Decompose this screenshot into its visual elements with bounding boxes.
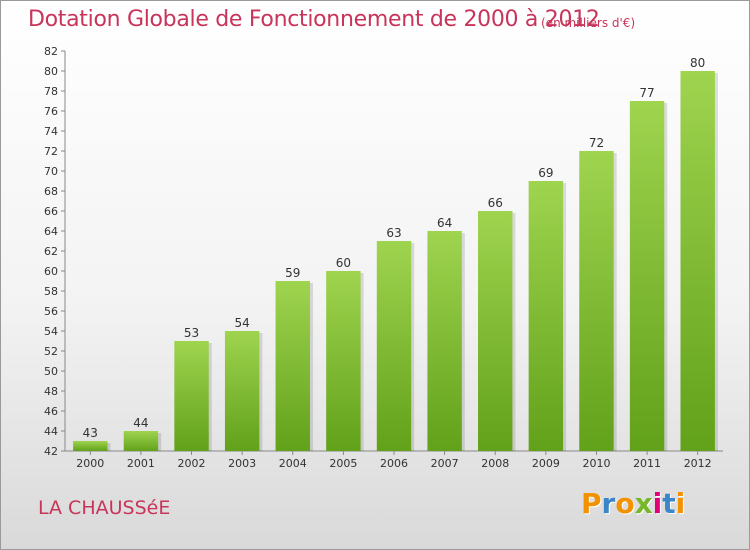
y-tick-label: 64 bbox=[44, 225, 58, 238]
logo-letter: i bbox=[675, 487, 686, 520]
bars: 43 44 53 54 59 60 63 64 66 69 72 77 80 bbox=[73, 56, 718, 451]
bar bbox=[73, 441, 108, 451]
data-label: 44 bbox=[133, 416, 148, 430]
y-tick-label: 46 bbox=[44, 405, 58, 418]
proxiti-logo: Proxiti bbox=[581, 487, 685, 520]
y-tick-label: 56 bbox=[44, 305, 58, 318]
data-label: 66 bbox=[488, 196, 503, 210]
y-tick-label: 76 bbox=[44, 105, 58, 118]
y-tick-label: 72 bbox=[44, 145, 58, 158]
y-tick-label: 50 bbox=[44, 365, 58, 378]
y-tick-label: 68 bbox=[44, 185, 58, 198]
y-tick-label: 44 bbox=[44, 425, 58, 438]
y-tick-label: 70 bbox=[44, 165, 58, 178]
axes: 42 44 46 48 50 52 54 56 58 60 62 64 66 68 70 72 74 76 78 80… bbox=[44, 45, 723, 470]
data-label: 77 bbox=[639, 86, 654, 100]
bar bbox=[123, 431, 159, 451]
data-label: 80 bbox=[690, 56, 705, 70]
bar bbox=[174, 341, 209, 451]
bar bbox=[478, 211, 513, 451]
x-tick-label: 2003 bbox=[228, 457, 256, 470]
logo-letter: r bbox=[601, 487, 616, 520]
x-tick-label: 2001 bbox=[127, 457, 155, 470]
bar bbox=[326, 271, 361, 451]
x-tick-label: 2008 bbox=[481, 457, 509, 470]
y-tick-label: 78 bbox=[44, 85, 58, 98]
bar bbox=[528, 181, 564, 451]
logo-letter: i bbox=[652, 487, 663, 520]
chart-subtitle: (en milliers d'€) bbox=[541, 16, 636, 30]
commune-name: LA CHAUSSéE bbox=[38, 497, 171, 519]
logo-letter: o bbox=[615, 487, 635, 520]
data-label: 64 bbox=[437, 216, 452, 230]
data-label: 43 bbox=[83, 426, 98, 440]
bar bbox=[579, 151, 614, 451]
x-tick-label: 2000 bbox=[76, 457, 104, 470]
x-tick-label: 2009 bbox=[532, 457, 560, 470]
data-label: 72 bbox=[589, 136, 604, 150]
bar bbox=[224, 331, 260, 451]
data-label: 53 bbox=[184, 326, 199, 340]
data-label: 59 bbox=[285, 266, 300, 280]
data-label: 60 bbox=[336, 256, 351, 270]
x-tick-label: 2004 bbox=[279, 457, 307, 470]
y-tick-label: 58 bbox=[44, 285, 58, 298]
bar bbox=[427, 231, 462, 451]
data-label: 54 bbox=[235, 316, 250, 330]
bar bbox=[680, 71, 715, 451]
x-tick-label: 2007 bbox=[431, 457, 459, 470]
y-tick-label: 80 bbox=[44, 65, 58, 78]
logo-letter: x bbox=[634, 487, 653, 520]
x-tick-label: 2012 bbox=[684, 457, 712, 470]
y-tick-label: 42 bbox=[44, 445, 58, 458]
x-tick-label: 2006 bbox=[380, 457, 408, 470]
y-tick-label: 74 bbox=[44, 125, 58, 138]
y-tick-label: 52 bbox=[44, 345, 58, 358]
bar bbox=[376, 241, 412, 451]
logo-letter: t bbox=[662, 487, 676, 520]
chart-title: Dotation Globale de Fonctionnement de 20… bbox=[28, 7, 600, 32]
y-tick-label: 60 bbox=[44, 265, 58, 278]
x-tick-label: 2002 bbox=[178, 457, 206, 470]
y-tick-label: 62 bbox=[44, 245, 58, 258]
bar bbox=[629, 101, 665, 451]
bar bbox=[275, 281, 310, 451]
y-tick-label: 54 bbox=[44, 325, 58, 338]
data-label: 69 bbox=[538, 166, 553, 180]
logo-letter: P bbox=[581, 487, 602, 520]
x-tick-label: 2011 bbox=[633, 457, 661, 470]
x-tick-label: 2005 bbox=[329, 457, 357, 470]
y-tick-label: 48 bbox=[44, 385, 58, 398]
y-tick-label: 82 bbox=[44, 45, 58, 58]
x-tick-label: 2010 bbox=[582, 457, 610, 470]
data-label: 63 bbox=[386, 226, 401, 240]
y-tick-label: 66 bbox=[44, 205, 58, 218]
